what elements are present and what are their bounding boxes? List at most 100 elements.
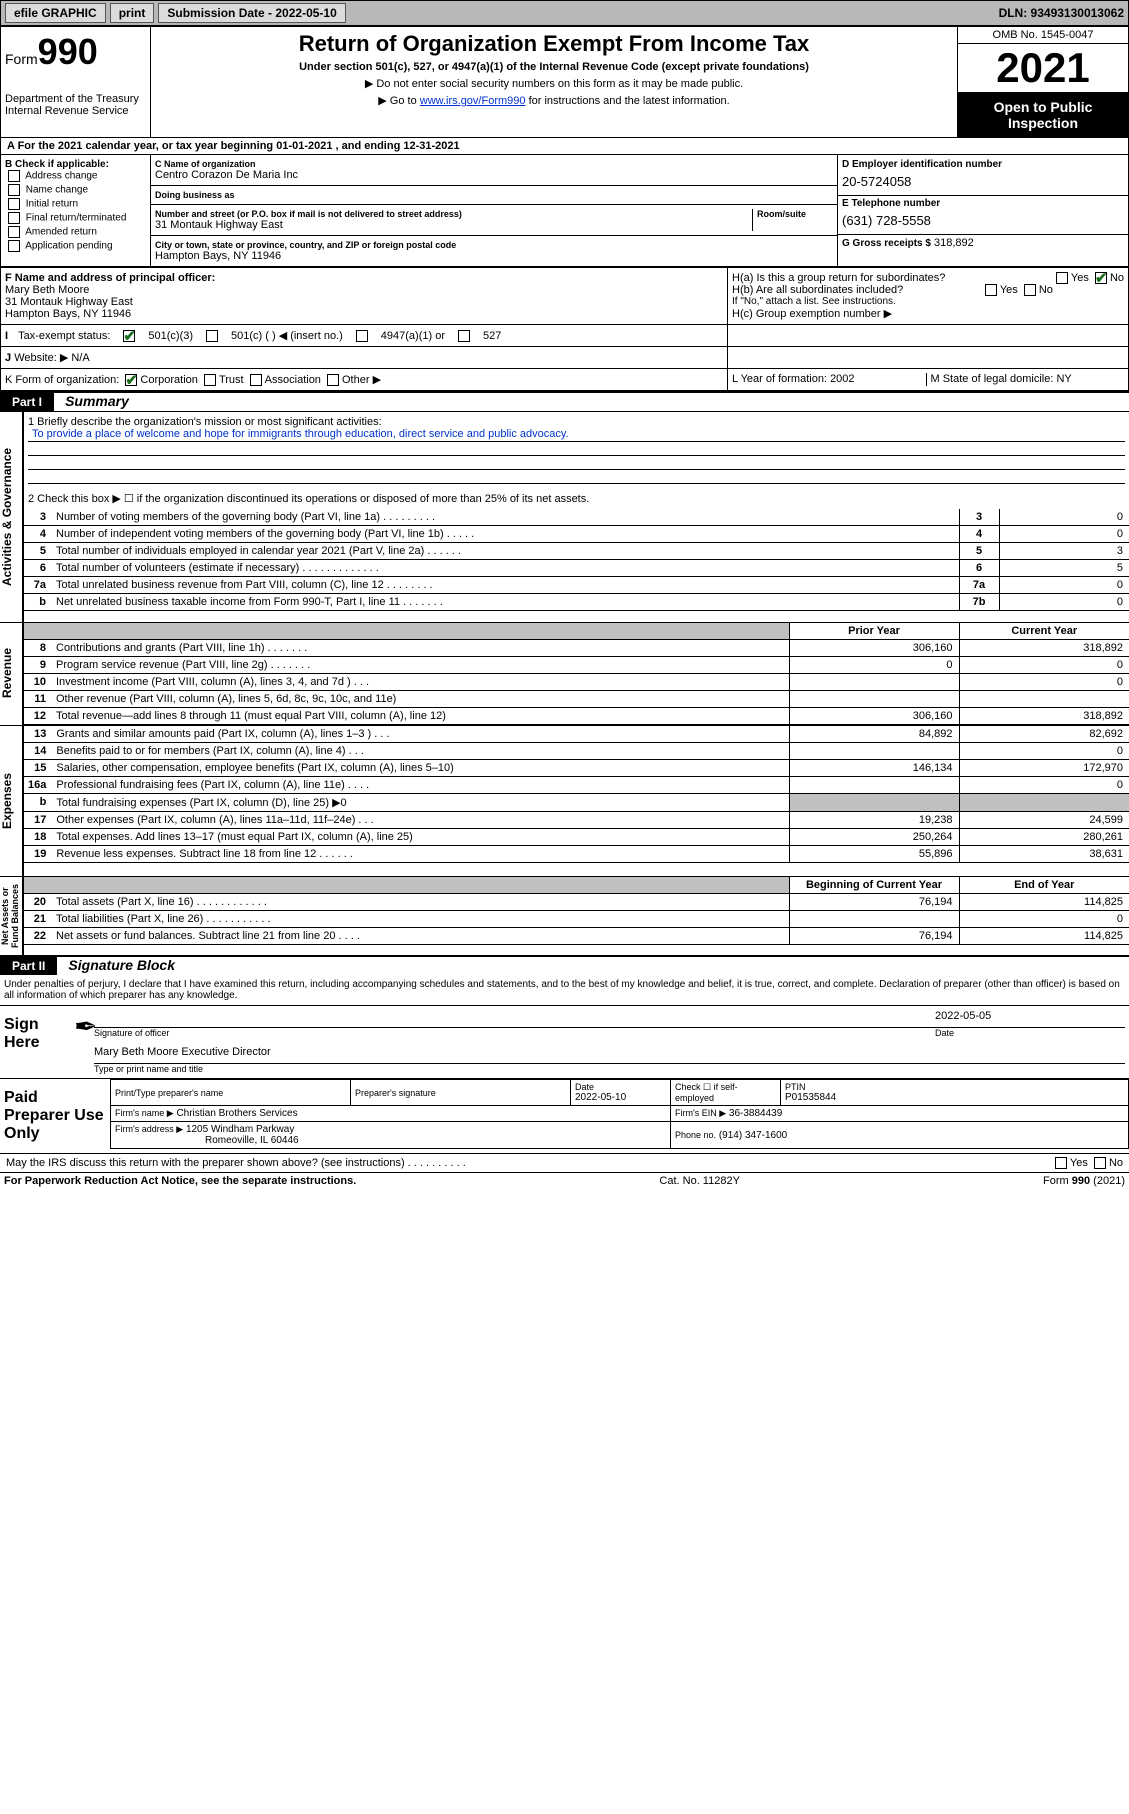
officer-print-name: Mary Beth Moore Executive Director [94,1046,1125,1064]
firm-phone: (914) 347-1600 [719,1130,787,1141]
row-a-taxyear: A For the 2021 calendar year, or tax yea… [1,138,1128,155]
open-public-badge: Open to Public Inspection [958,93,1128,137]
header-note-2: ▶ Go to www.irs.gov/Form990 for instruct… [161,94,947,107]
irs-link[interactable]: www.irs.gov/Form990 [420,95,526,107]
state-domicile: NY [1056,373,1071,385]
summary-row: 4Number of independent voting members of… [24,526,1129,543]
summary-row: bTotal fundraising expenses (Part IX, co… [24,794,1129,812]
tax-year: 2021 [958,44,1128,93]
sig-officer-label: Signature of officer [94,1028,925,1038]
part2-header: Part II [0,957,57,975]
discuss-yes-checkbox[interactable] [1055,1157,1067,1169]
efile-label: efile GRAPHIC [5,3,106,23]
city-value: Hampton Bays, NY 11946 [155,250,833,262]
dba-label: Doing business as [155,190,833,200]
dln-label: DLN: 93493130013062 [999,6,1124,20]
box-b-checkboxes: B Check if applicable: Address change Na… [1,155,151,266]
tax-exempt-label: Tax-exempt status: [18,330,110,342]
org-name: Centro Corazon De Maria Inc [155,169,833,181]
officer-name: Mary Beth Moore [5,284,723,296]
summary-row: 5Total number of individuals employed in… [24,543,1129,560]
form-org-label: K Form of organization: [5,374,119,386]
trust-checkbox[interactable] [204,374,216,386]
form-header: Form990 Department of the Treasury Inter… [0,26,1129,138]
self-employed-check[interactable]: Check ☐ if self-employed [675,1082,776,1103]
current-year-hdr: Current Year [959,623,1129,640]
mission-text: To provide a place of welcome and hope f… [28,428,1125,442]
penalty-text: Under penalties of perjury, I declare th… [0,975,1129,1006]
header-note-1: ▶ Do not enter social security numbers o… [161,77,947,90]
officer-addr2: Hampton Bays, NY 11946 [5,308,723,320]
addr-label: Number and street (or P.O. box if mail i… [155,209,748,219]
year-formation: 2002 [830,373,854,385]
boxb-item[interactable]: Address change [5,170,146,182]
summary-row: 3Number of voting members of the governi… [24,509,1129,526]
h-a-row: H(a) Is this a group return for subordin… [732,272,1124,284]
vert-revenue: Revenue [0,623,14,723]
end-year-hdr: End of Year [959,877,1129,894]
summary-row: 12Total revenue—add lines 8 through 11 (… [24,708,1129,725]
firm-addr2: Romeoville, IL 60446 [205,1135,299,1146]
hb-no-checkbox[interactable] [1024,284,1036,296]
website-label: Website: ▶ [14,352,68,364]
form-number: Form990 [5,31,146,73]
501c-checkbox[interactable] [206,330,218,342]
ein-label: D Employer identification number [842,159,1124,170]
footer-left: For Paperwork Reduction Act Notice, see … [4,1175,356,1187]
h-c-row: H(c) Group exemption number ▶ [732,307,1124,320]
ha-no-checkbox[interactable] [1095,272,1107,284]
ha-yes-checkbox[interactable] [1056,272,1068,284]
mission-label: 1 Briefly describe the organization's mi… [28,416,1125,428]
form-subtitle: Under section 501(c), 527, or 4947(a)(1)… [161,61,947,73]
hb-yes-checkbox[interactable] [985,284,997,296]
prior-year-hdr: Prior Year [789,623,959,640]
summary-row: 20Total assets (Part X, line 16) . . . .… [24,894,1129,911]
footer-right: Form 990 (2021) [1043,1175,1125,1187]
summary-row: 7aTotal unrelated business revenue from … [24,577,1129,594]
summary-row: 8Contributions and grants (Part VIII, li… [24,640,1129,657]
vert-governance: Activities & Governance [0,412,14,622]
4947-checkbox[interactable] [356,330,368,342]
sign-here-label: Sign Here [0,1006,70,1078]
print-name-label: Type or print name and title [94,1064,1125,1074]
discuss-no-checkbox[interactable] [1094,1157,1106,1169]
corp-checkbox[interactable] [125,374,137,386]
firm-name: Christian Brothers Services [176,1108,297,1119]
print-button[interactable]: print [110,3,155,23]
summary-row: 16aProfessional fundraising fees (Part I… [24,777,1129,794]
top-toolbar: efile GRAPHIC print Submission Date - 20… [0,0,1129,26]
street-address: 31 Montauk Highway East [155,219,748,231]
line2: 2 Check this box ▶ ☐ if the organization… [24,488,1129,509]
boxb-item[interactable]: Application pending [5,240,146,252]
phone-label: E Telephone number [842,198,1124,209]
org-name-label: C Name of organization [155,159,833,169]
paid-preparer-label: Paid Preparer Use Only [0,1079,110,1153]
ptin-value: P01535844 [785,1092,1124,1103]
ein-value: 20-5724058 [842,170,1124,193]
summary-row: 21Total liabilities (Part X, line 26) . … [24,911,1129,928]
h-b-row: H(b) Are all subordinates included? Yes … [732,284,1124,296]
assoc-checkbox[interactable] [250,374,262,386]
officer-label: F Name and address of principal officer: [5,272,723,284]
omb-number: OMB No. 1545-0047 [958,27,1128,44]
boxb-item[interactable]: Amended return [5,226,146,238]
boxb-item[interactable]: Final return/terminated [5,212,146,224]
dept-label: Department of the Treasury Internal Reve… [5,93,146,117]
boxb-item[interactable]: Name change [5,184,146,196]
h-b-note: If "No," attach a list. See instructions… [732,296,1124,307]
prep-date: 2022-05-10 [575,1092,666,1103]
officer-addr1: 31 Montauk Highway East [5,296,723,308]
gross-receipts-value: 318,892 [934,237,974,249]
firm-ein: 36-3884439 [729,1108,782,1119]
527-checkbox[interactable] [458,330,470,342]
part1-header: Part I [0,393,54,411]
boxb-item[interactable]: Initial return [5,198,146,210]
website-value: N/A [71,352,89,364]
sign-date: 2022-05-05 [925,1010,1125,1028]
summary-row: 6Total number of volunteers (estimate if… [24,560,1129,577]
other-checkbox[interactable] [327,374,339,386]
vert-netassets: Net Assets or Fund Balances [0,877,20,955]
part1-title: Summary [65,393,129,409]
summary-row: 11Other revenue (Part VIII, column (A), … [24,691,1129,708]
501c3-checkbox[interactable] [123,330,135,342]
